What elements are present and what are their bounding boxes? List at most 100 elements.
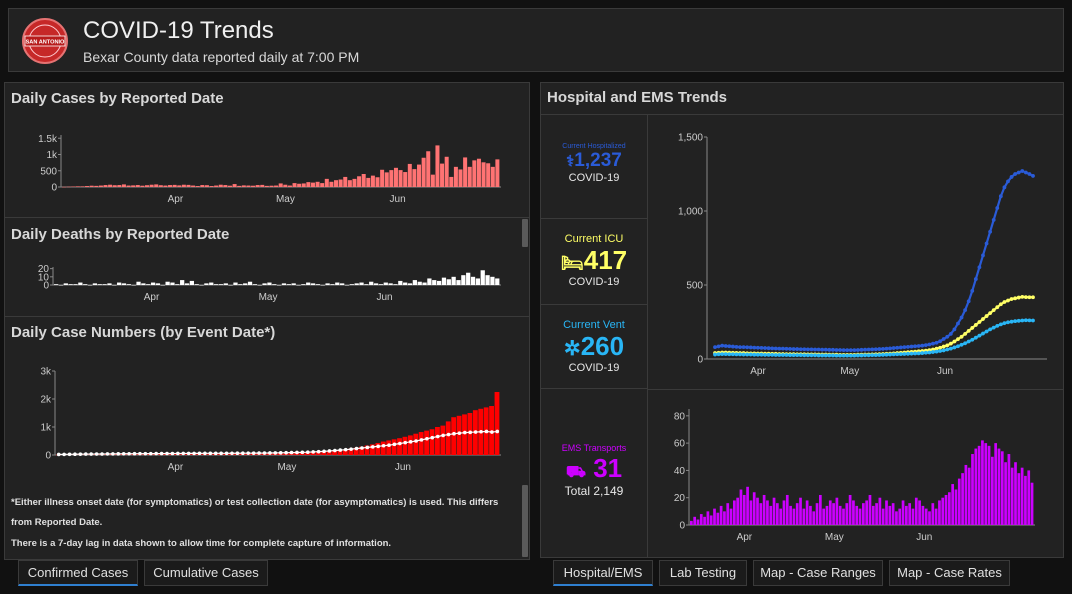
death-bar: [330, 284, 335, 285]
event-avg-point: [143, 451, 148, 456]
y-tick-label: 2k: [40, 395, 52, 406]
case-bar: [292, 183, 297, 187]
case-bar: [329, 181, 334, 187]
tab-map-case-ranges[interactable]: Map - Case Ranges: [753, 560, 883, 586]
hospital-series-point: [963, 341, 968, 346]
tab-lab-testing[interactable]: Lab Testing: [659, 560, 747, 586]
death-bar: [180, 280, 185, 285]
ems-bar: [693, 516, 697, 525]
tab-confirmed-cases[interactable]: Confirmed Cases: [18, 560, 138, 586]
death-bar: [209, 282, 214, 285]
hospital-series-point: [977, 320, 982, 324]
death-bar: [213, 284, 219, 285]
event-avg-point: [186, 451, 191, 456]
x-tick-label: May: [840, 366, 859, 377]
hospital-series-point: [1016, 170, 1021, 175]
case-bar: [463, 157, 468, 187]
event-avg-point: [148, 451, 153, 456]
death-bar: [68, 284, 73, 285]
hospital-series-point: [970, 289, 975, 293]
hospital-series-point: [1013, 172, 1018, 176]
hospital-series-point: [773, 346, 778, 351]
case-bar: [412, 169, 417, 187]
ems-bar: [706, 511, 710, 525]
case-bar: [315, 181, 320, 187]
icu-label: Current ICU: [564, 233, 624, 245]
death-bar: [165, 281, 170, 285]
hospital-series-point: [941, 337, 946, 341]
death-bar: [184, 283, 190, 285]
case-bar: [154, 184, 159, 187]
page-subtitle: Bexar County data reported daily at 7:00…: [83, 49, 360, 65]
event-avg-point: [105, 452, 110, 456]
hospital-series-point: [913, 351, 917, 356]
ems-bar: [835, 497, 839, 525]
hospital-series-point: [995, 305, 1000, 310]
case-bar: [172, 184, 177, 187]
y-tick-label: 500: [40, 166, 57, 177]
hospital-series-point: [827, 347, 832, 352]
event-avg-point: [392, 442, 397, 447]
death-bar: [170, 282, 175, 285]
hospital-series-point: [777, 346, 782, 351]
hospital-series-point: [970, 326, 975, 330]
death-bar: [277, 285, 282, 286]
event-avg-point: [316, 449, 321, 454]
hospital-series-point: [727, 344, 732, 349]
hospital-series-point: [741, 352, 746, 357]
death-bar: [126, 284, 131, 285]
tab-cumulative-cases[interactable]: Cumulative Cases: [144, 560, 268, 586]
tab-map-case-rates[interactable]: Map - Case Rates: [889, 560, 1010, 586]
ems-bar: [789, 505, 792, 525]
hospital-series-point: [966, 339, 971, 344]
death-bar: [378, 284, 384, 285]
hospital-series-point: [763, 352, 767, 357]
event-avg-point: [127, 451, 131, 456]
ems-bar: [776, 503, 779, 525]
hospital-series-point: [973, 277, 978, 281]
death-bar: [495, 278, 500, 285]
x-tick-label: Jun: [937, 366, 953, 377]
hospital-series-point: [831, 353, 835, 358]
hospital-series-point: [813, 353, 817, 358]
hospital-series-point: [884, 352, 889, 357]
hospital-series-point: [838, 353, 842, 358]
hospital-series-point: [984, 329, 989, 334]
hospital-series-point: [873, 347, 878, 352]
event-bar: [413, 433, 419, 455]
deaths-chart-title: Daily Deaths by Reported Date: [11, 226, 230, 243]
event-avg-point: [370, 445, 375, 449]
death-bar: [373, 283, 379, 285]
event-bar: [353, 447, 359, 455]
death-bar: [194, 284, 199, 285]
hospital-series-point: [1013, 319, 1018, 324]
bed-icon: 🛏: [560, 253, 584, 273]
hospital-series-point: [963, 308, 968, 313]
hospital-series-point: [856, 353, 860, 358]
hospital-series-point: [981, 317, 985, 321]
hospital-series-point: [977, 333, 982, 338]
ems-bar: [799, 497, 802, 525]
case-bar: [347, 180, 352, 187]
case-bar: [117, 185, 122, 187]
hospital-series-point: [738, 345, 742, 350]
death-bar: [155, 283, 161, 285]
event-avg-point: [446, 432, 451, 437]
death-bar: [150, 282, 156, 285]
death-bar: [92, 283, 98, 285]
hospital-series-point: [945, 343, 950, 348]
tab-hospital-ems[interactable]: Hospital/EMS: [553, 560, 653, 586]
y-tick-label: 60: [674, 439, 686, 450]
scrollbar-thumb[interactable]: [522, 219, 528, 247]
x-tick-label: Jun: [395, 462, 411, 473]
section-divider: [541, 114, 1063, 115]
death-bar: [228, 285, 233, 286]
hospital-series-point: [988, 311, 993, 316]
snowflake-icon: ✲: [563, 338, 581, 360]
scrollbar-thumb[interactable]: [522, 485, 528, 557]
ems-bar: [719, 505, 723, 525]
hospital-series-point: [938, 339, 943, 344]
case-bar: [301, 183, 306, 187]
hospital-series-point: [809, 347, 814, 352]
death-bar: [238, 284, 243, 285]
